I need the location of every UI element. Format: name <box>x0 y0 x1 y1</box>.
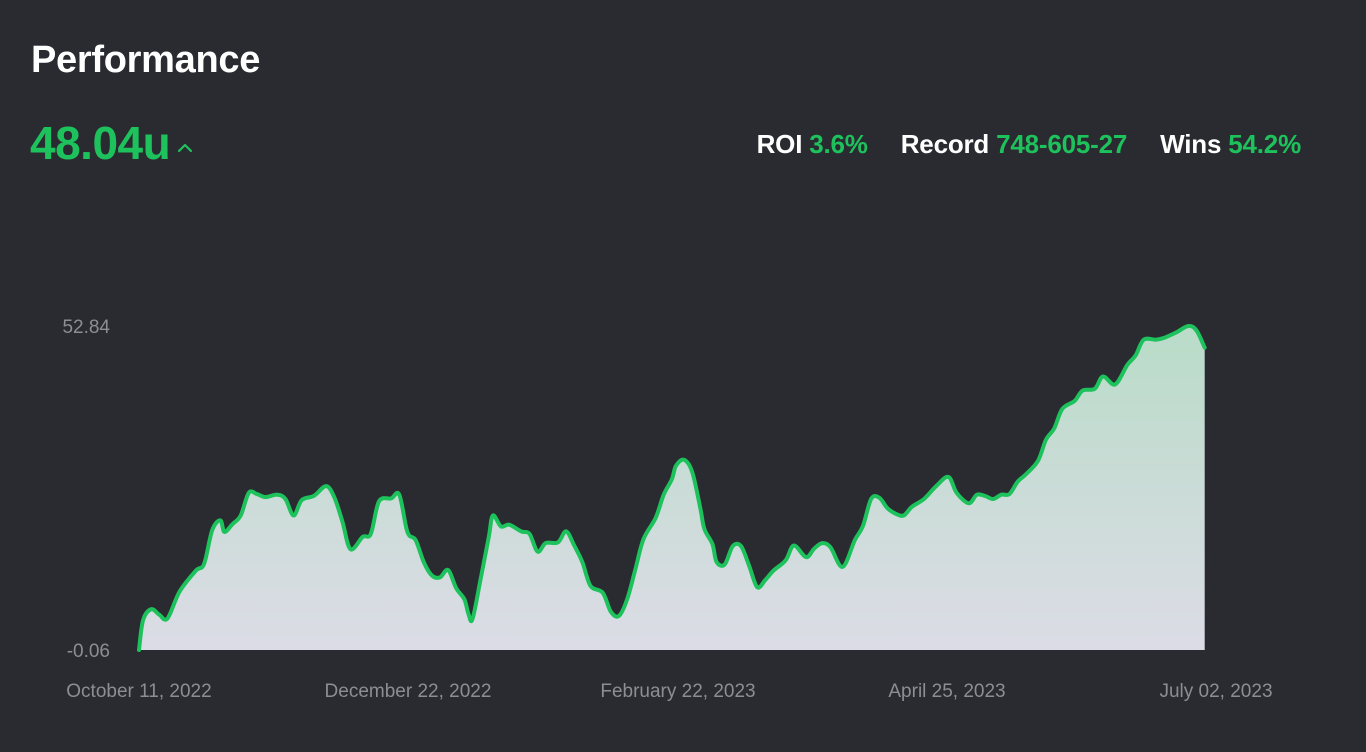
page-title: Performance <box>31 39 261 81</box>
y-tick-label: -0.06 <box>67 641 110 662</box>
x-tick-label: July 02, 2023 <box>1159 681 1272 702</box>
stat-record-value: 748-605-27 <box>996 129 1128 159</box>
stat-wins-label: Wins <box>1160 129 1222 159</box>
chart-series-line <box>137 323 1207 652</box>
stat-wins: Wins 54.2% <box>1160 128 1301 160</box>
x-tick-label: February 22, 2023 <box>600 681 755 702</box>
x-tick-label: December 22, 2022 <box>325 681 492 702</box>
x-tick-label: April 25, 2023 <box>888 681 1005 702</box>
stat-record: Record 748-605-27 <box>900 128 1128 160</box>
chevron-up-icon <box>178 143 193 153</box>
stat-record-label: Record <box>900 129 990 159</box>
stat-roi: ROI 3.6% <box>757 128 868 160</box>
chart-area-fill <box>139 325 1205 650</box>
stat-wins-value: 54.2% <box>1228 129 1301 159</box>
total-units: 48.04u <box>30 116 193 170</box>
stat-roi-label: ROI <box>756 129 803 159</box>
total-units-value: 48.04u <box>30 117 171 169</box>
x-tick-label: October 11, 2022 <box>66 681 211 702</box>
stat-roi-value: 3.6% <box>809 129 868 159</box>
stats-bar: ROI 3.6% Record 748-605-27 Wins 54.2% <box>757 128 1302 160</box>
y-tick-label: 52.84 <box>62 317 110 338</box>
